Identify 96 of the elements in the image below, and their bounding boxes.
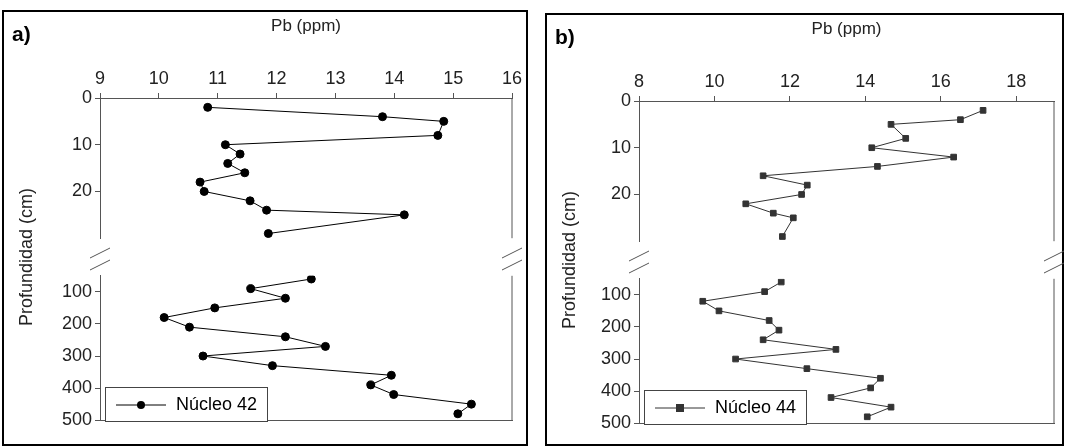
point: [203, 102, 213, 112]
point: [759, 172, 767, 180]
x-tick-label: 9: [94, 68, 106, 89]
x-tick-label: 16: [930, 71, 951, 92]
y-tick-label: 400: [600, 380, 631, 401]
point: [742, 200, 750, 208]
y-tick-label: 10: [71, 133, 92, 154]
point: [867, 384, 874, 392]
point: [827, 394, 835, 401]
x-tick-label: 14: [384, 68, 405, 89]
y-tick-label: 10: [610, 136, 631, 157]
point: [235, 149, 245, 159]
point: [240, 168, 250, 178]
point: [715, 307, 723, 315]
point: [803, 365, 811, 372]
x-tick-label: 13: [325, 68, 346, 89]
legend-label: Núcleo 44: [715, 397, 797, 418]
point: [868, 144, 876, 152]
point: [832, 346, 840, 353]
point: [195, 177, 205, 187]
y-axis-title: Profundidad (cm): [15, 187, 37, 327]
point: [223, 158, 233, 168]
x-axis-title: Pb (ppm): [271, 15, 341, 35]
point: [902, 135, 910, 142]
y-tick-label: 200: [600, 315, 631, 336]
point: [220, 140, 230, 150]
y-tick-label: 500: [600, 412, 631, 433]
point: [789, 214, 797, 222]
point: [184, 322, 194, 332]
point: [874, 163, 881, 170]
chart-title: a): [12, 22, 31, 46]
point: [199, 186, 209, 196]
y-tick-label: 400: [61, 377, 92, 398]
x-tick-label: 18: [1006, 71, 1027, 92]
y-tick-label: 200: [61, 312, 92, 333]
x-tick-label: 12: [779, 71, 800, 92]
y-tick-label: 0: [620, 89, 631, 110]
point: [386, 370, 396, 380]
point: [306, 275, 316, 284]
point: [887, 121, 895, 128]
point: [779, 233, 786, 240]
point: [950, 153, 957, 161]
x-tick-label: 10: [148, 68, 169, 89]
point: [765, 317, 773, 324]
point: [769, 209, 777, 217]
y-tick-label: 0: [81, 86, 92, 107]
point: [777, 278, 785, 286]
x-tick-label: 11: [208, 68, 228, 89]
point: [699, 297, 707, 305]
y-tick-label: 500: [61, 409, 92, 430]
x-tick-label: 15: [443, 68, 464, 89]
point: [159, 313, 169, 323]
point: [466, 399, 476, 409]
y-tick-label: 100: [600, 283, 631, 304]
y-tick-label: 20: [71, 180, 92, 201]
point: [399, 210, 409, 220]
y-tick-label: 100: [61, 280, 92, 301]
point: [262, 205, 272, 215]
point: [378, 112, 388, 122]
point: [863, 413, 871, 421]
point: [366, 380, 376, 390]
y-axis-title: Profundidad (cm): [558, 190, 580, 330]
point: [775, 326, 783, 334]
x-tick-label: 14: [855, 71, 876, 92]
point: [759, 336, 767, 344]
point: [877, 374, 884, 382]
point: [453, 409, 463, 419]
point: [245, 196, 255, 206]
point: [246, 284, 256, 294]
y-tick-label: 300: [61, 344, 92, 365]
x-tick-label: 12: [266, 68, 287, 89]
point: [280, 332, 290, 342]
point: [389, 390, 399, 400]
point: [267, 361, 277, 371]
point: [198, 351, 208, 361]
point: [433, 130, 443, 140]
point: [979, 107, 987, 114]
point: [732, 355, 739, 363]
chart-title: b): [555, 25, 575, 49]
point: [263, 229, 273, 239]
point: [320, 341, 330, 351]
x-tick-label: 10: [704, 71, 725, 92]
point: [798, 191, 805, 198]
point: [439, 116, 449, 126]
point: [280, 293, 290, 303]
y-tick-label: 20: [610, 183, 631, 204]
point: [957, 116, 964, 124]
legend-label: Núcleo 42: [176, 394, 258, 415]
point: [210, 303, 220, 313]
x-tick-label: 8: [633, 71, 645, 92]
point: [887, 403, 895, 411]
point: [803, 181, 811, 189]
x-tick-label: 16: [501, 68, 523, 89]
y-tick-label: 300: [600, 347, 631, 368]
x-axis-title: Pb (ppm): [811, 18, 882, 38]
point: [761, 288, 768, 295]
